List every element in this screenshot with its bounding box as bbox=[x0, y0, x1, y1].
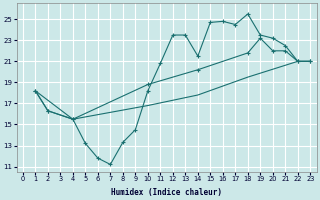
X-axis label: Humidex (Indice chaleur): Humidex (Indice chaleur) bbox=[111, 188, 222, 197]
